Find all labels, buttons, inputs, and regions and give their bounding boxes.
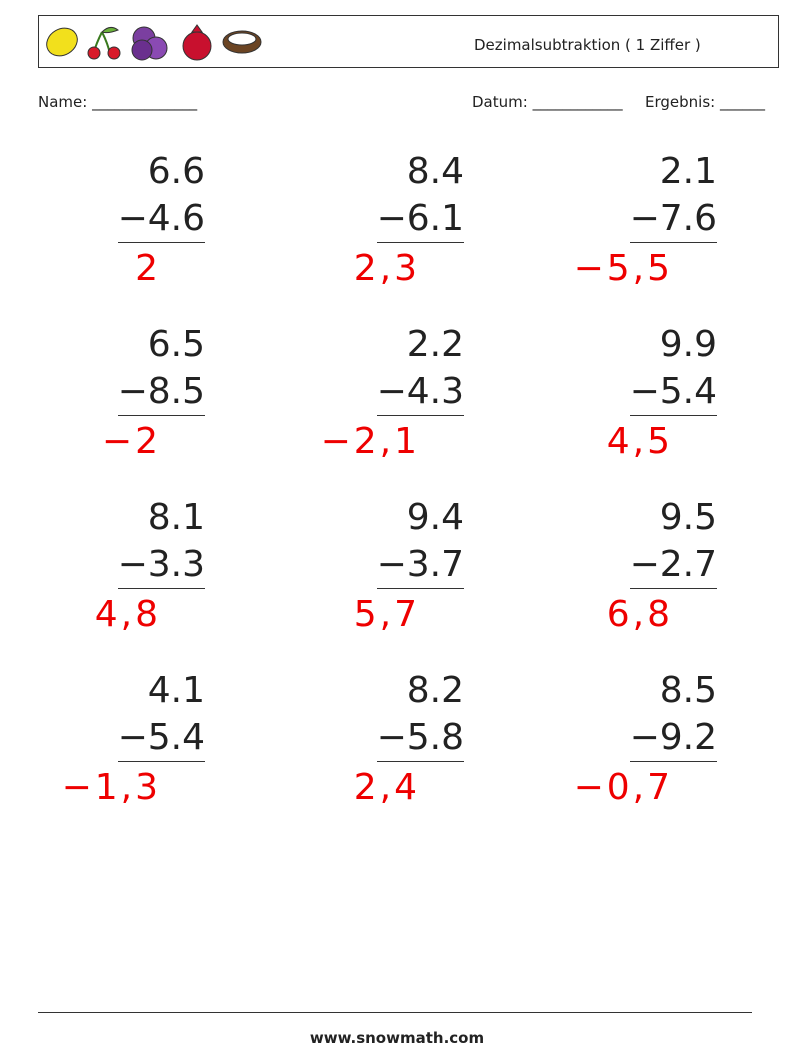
name-field: Name: ______________ [38,93,198,111]
fruit-icons [46,24,262,61]
answer: −2,1 [320,421,420,462]
subtrahend: −9.2 [629,715,717,762]
footer-url: www.snowmath.com [309,1029,485,1047]
subtrahend: −7.6 [629,196,717,243]
minuend: 8.5 [659,670,717,711]
minuend: 8.4 [406,151,464,192]
answer: 6,8 [606,594,673,635]
minuend: 9.4 [406,497,464,538]
subtrahend: −3.3 [117,542,205,589]
answer: −0,7 [573,767,673,808]
minuend: 6.5 [147,324,205,365]
answer: 4,8 [94,594,161,635]
answer: 2,3 [353,248,420,289]
header-box [38,15,779,68]
answer: −5,5 [573,248,673,289]
answer: 4,5 [606,421,673,462]
subtrahend: −3.7 [376,542,464,589]
date-field: Datum: ____________ [472,93,623,111]
answer: 2,4 [353,767,420,808]
minuend: 9.5 [659,497,717,538]
subtrahend: −5.4 [629,369,717,416]
answer: 2 [135,248,161,289]
answer: 5,7 [353,594,420,635]
minuend: 2.1 [659,151,717,192]
minuend: 8.2 [406,670,464,711]
minuend: 9.9 [659,324,717,365]
subtrahend: −8.5 [117,369,205,416]
subtrahend: −6.1 [376,196,464,243]
title: Dezimalsubtraktion ( 1 Ziffer ) [474,36,701,54]
footer-line [38,1012,752,1013]
answer: −2 [101,421,161,462]
result-field: Ergebnis: ______ [645,93,765,111]
subtrahend: −4.3 [376,369,464,416]
subtrahend: −4.6 [117,196,205,243]
subtrahend: −5.4 [117,715,205,762]
subtrahend: −5.8 [376,715,464,762]
subtrahend: −2.7 [629,542,717,589]
answer: −1,3 [61,767,161,808]
minuend: 8.1 [147,497,205,538]
minuend: 4.1 [147,670,205,711]
minuend: 2.2 [406,324,464,365]
minuend: 6.6 [147,151,205,192]
